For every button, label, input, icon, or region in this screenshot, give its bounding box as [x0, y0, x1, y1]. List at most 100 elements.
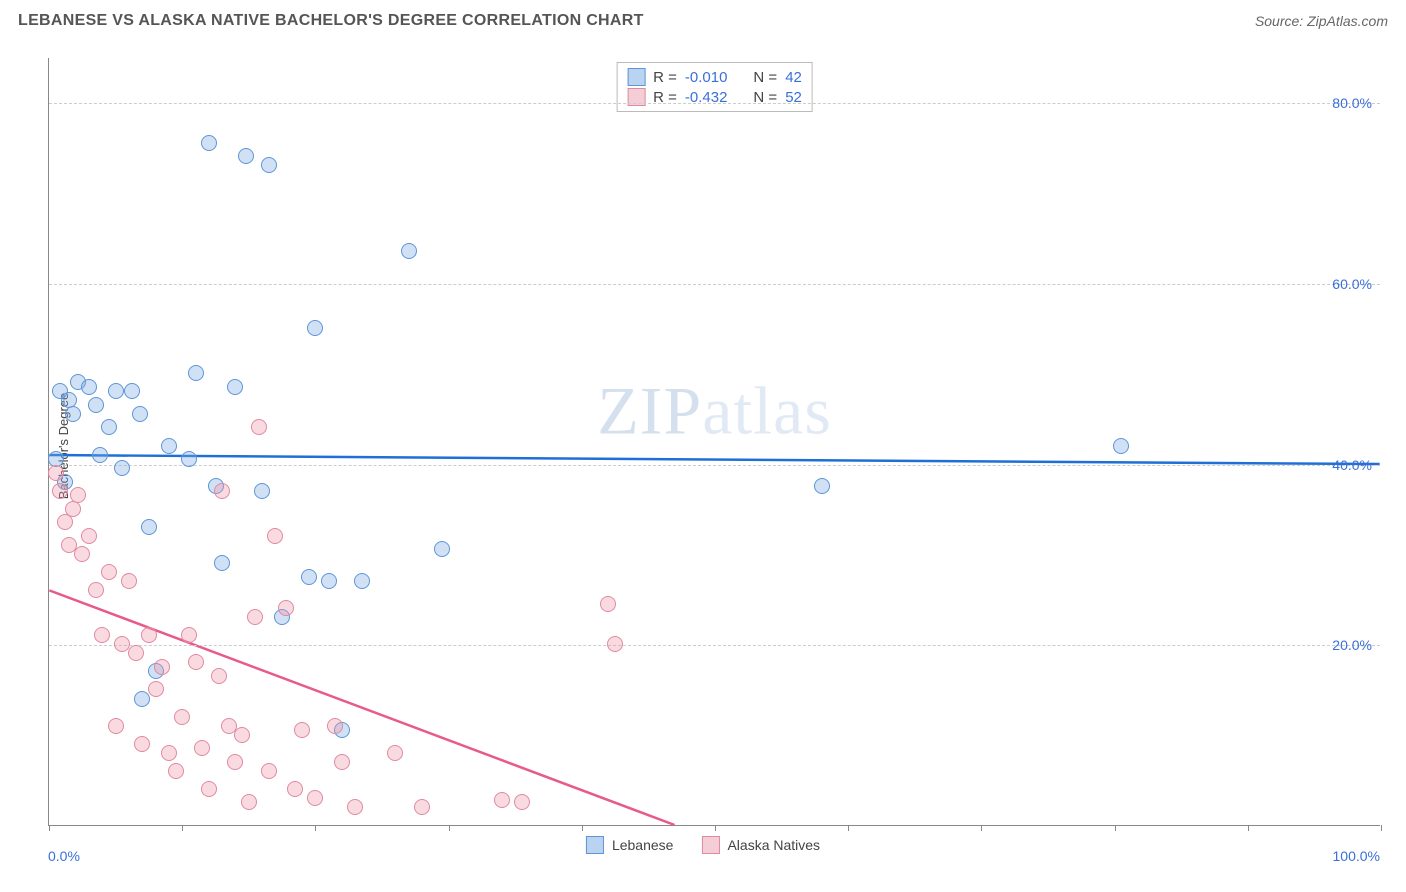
x-tick — [449, 825, 450, 831]
legend-label: Lebanese — [612, 837, 674, 853]
swatch-icon — [586, 836, 604, 854]
data-point — [294, 722, 310, 738]
data-point — [227, 754, 243, 770]
chart-title: LEBANESE VS ALASKA NATIVE BACHELOR'S DEG… — [18, 12, 644, 30]
data-point — [48, 465, 64, 481]
data-point — [321, 573, 337, 589]
x-tick — [182, 825, 183, 831]
data-point — [168, 763, 184, 779]
legend-label: Alaska Natives — [727, 837, 820, 853]
trend-lines — [49, 58, 1380, 825]
data-point — [327, 718, 343, 734]
data-point — [181, 627, 197, 643]
data-point — [201, 781, 217, 797]
series-legend: Lebanese Alaska Natives — [586, 836, 820, 854]
data-point — [148, 681, 164, 697]
data-point — [434, 541, 450, 557]
scatter-chart: ZIPatlas R = -0.010 N = 42 R = -0.432 N … — [48, 58, 1380, 826]
data-point — [201, 135, 217, 151]
data-point — [278, 600, 294, 616]
data-point — [247, 609, 263, 625]
gridline — [49, 284, 1380, 285]
swatch-icon — [627, 68, 645, 86]
data-point — [65, 406, 81, 422]
data-point — [267, 528, 283, 544]
legend-item: Lebanese — [586, 836, 674, 854]
data-point — [814, 478, 830, 494]
data-point — [1113, 438, 1129, 454]
data-point — [108, 718, 124, 734]
x-tick — [49, 825, 50, 831]
data-point — [128, 645, 144, 661]
data-point — [134, 736, 150, 752]
gridline — [49, 465, 1380, 466]
data-point — [514, 794, 530, 810]
data-point — [214, 555, 230, 571]
data-point — [161, 745, 177, 761]
data-point — [347, 799, 363, 815]
y-tick-label: 40.0% — [1332, 457, 1372, 473]
data-point — [261, 157, 277, 173]
data-point — [161, 438, 177, 454]
data-point — [141, 627, 157, 643]
data-point — [600, 596, 616, 612]
data-point — [114, 460, 130, 476]
gridline — [49, 645, 1380, 646]
data-point — [121, 573, 137, 589]
data-point — [238, 148, 254, 164]
data-point — [354, 573, 370, 589]
data-point — [74, 546, 90, 562]
data-point — [494, 792, 510, 808]
data-point — [401, 243, 417, 259]
y-tick-label: 80.0% — [1332, 95, 1372, 111]
x-tick — [1381, 825, 1382, 831]
data-point — [70, 487, 86, 503]
x-axis-max-label: 100.0% — [1333, 848, 1380, 864]
y-tick-label: 20.0% — [1332, 637, 1372, 653]
y-tick-label: 60.0% — [1332, 276, 1372, 292]
data-point — [254, 483, 270, 499]
watermark-text: ZIPatlas — [597, 371, 832, 450]
data-point — [287, 781, 303, 797]
data-point — [57, 514, 73, 530]
data-point — [141, 519, 157, 535]
data-point — [261, 763, 277, 779]
data-point — [81, 528, 97, 544]
x-tick — [315, 825, 316, 831]
data-point — [234, 727, 250, 743]
x-tick — [715, 825, 716, 831]
source-attribution: Source: ZipAtlas.com — [1255, 13, 1388, 29]
data-point — [124, 383, 140, 399]
data-point — [101, 419, 117, 435]
x-tick — [582, 825, 583, 831]
legend-row-lebanese: R = -0.010 N = 42 — [627, 67, 802, 87]
data-point — [214, 483, 230, 499]
data-point — [307, 790, 323, 806]
data-point — [241, 794, 257, 810]
data-point — [227, 379, 243, 395]
data-point — [181, 451, 197, 467]
data-point — [301, 569, 317, 585]
x-tick — [981, 825, 982, 831]
data-point — [92, 447, 108, 463]
data-point — [307, 320, 323, 336]
data-point — [607, 636, 623, 652]
correlation-legend: R = -0.010 N = 42 R = -0.432 N = 52 — [616, 62, 813, 112]
data-point — [188, 654, 204, 670]
data-point — [88, 397, 104, 413]
x-tick — [848, 825, 849, 831]
data-point — [251, 419, 267, 435]
data-point — [88, 582, 104, 598]
data-point — [211, 668, 227, 684]
x-tick — [1248, 825, 1249, 831]
data-point — [52, 483, 68, 499]
gridline — [49, 103, 1380, 104]
legend-item: Alaska Natives — [701, 836, 820, 854]
x-axis-min-label: 0.0% — [48, 848, 80, 864]
data-point — [387, 745, 403, 761]
x-tick — [1115, 825, 1116, 831]
data-point — [108, 383, 124, 399]
chart-header: LEBANESE VS ALASKA NATIVE BACHELOR'S DEG… — [18, 12, 1388, 30]
data-point — [194, 740, 210, 756]
data-point — [334, 754, 350, 770]
